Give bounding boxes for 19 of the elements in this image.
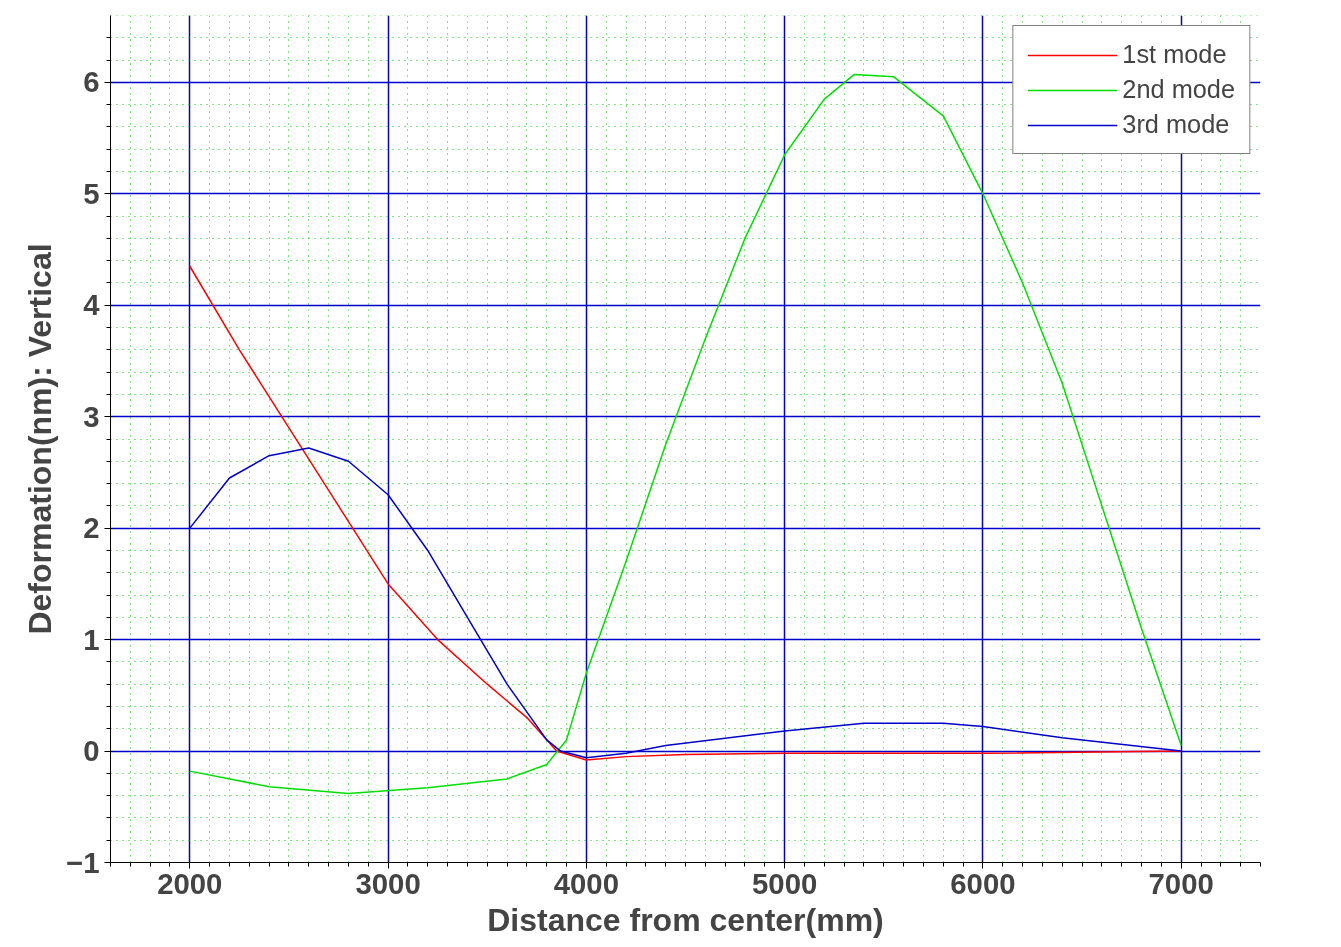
x-tick-label: 2000: [157, 866, 223, 900]
y-tick-label: 4: [83, 288, 101, 322]
x-tick-label: 4000: [553, 866, 619, 900]
x-tick-label: 3000: [355, 866, 421, 900]
y-tick-label: 0: [83, 734, 100, 768]
x-tick-label: 6000: [950, 866, 1016, 900]
legend-label: 3rd mode: [1122, 110, 1230, 139]
x-axis-title: Distance from center(mm): [487, 901, 884, 938]
x-tick-label: 5000: [752, 866, 818, 900]
legend-label: 2nd mode: [1122, 75, 1235, 104]
x-tick-label: 7000: [1148, 866, 1214, 900]
y-axis-title: Deformation(nm): Vertical: [22, 243, 59, 635]
y-tick-label: 3: [83, 399, 100, 433]
y-tick-label: 6: [83, 65, 100, 99]
y-tick-label: 2: [83, 511, 100, 545]
y-tick-label: 1: [83, 622, 100, 656]
y-tick-label: −1: [66, 845, 100, 879]
y-tick-label: 5: [83, 176, 100, 210]
legend-label: 1st mode: [1122, 40, 1227, 69]
